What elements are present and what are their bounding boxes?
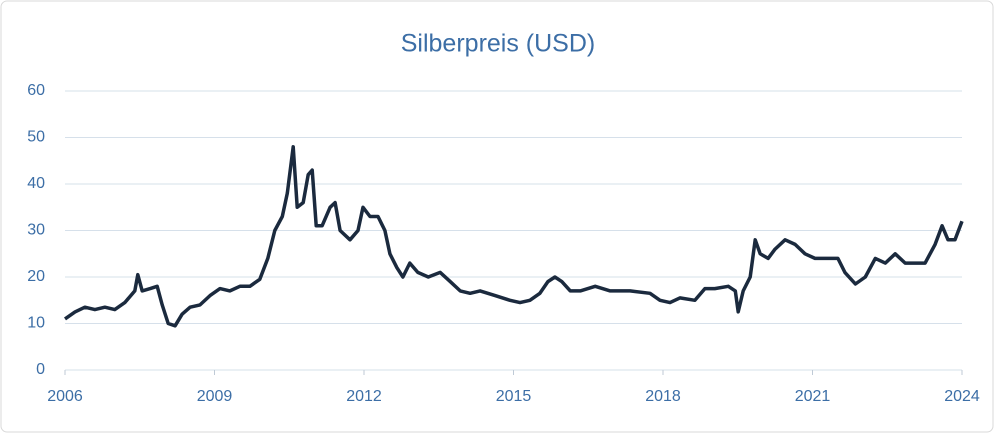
x-tick-label: 2009 (197, 388, 233, 405)
x-tick-label: 2018 (645, 388, 681, 405)
y-tick-label: 30 (27, 222, 45, 239)
y-tick-label: 0 (36, 361, 45, 378)
y-tick-label: 60 (27, 82, 45, 99)
x-tick-label: 2015 (496, 388, 532, 405)
x-tick-label: 2021 (795, 388, 831, 405)
x-tick-label: 2006 (47, 388, 83, 405)
y-tick-label: 10 (27, 315, 45, 332)
chart-title: Silberpreis (USD) (401, 30, 595, 58)
y-tick-label: 20 (27, 268, 45, 285)
y-tick-label: 50 (27, 129, 45, 146)
x-tick-label: 2024 (944, 388, 980, 405)
x-tick-label: 2012 (346, 388, 382, 405)
price-line (63, 145, 964, 328)
y-tick-label: 40 (27, 175, 45, 192)
